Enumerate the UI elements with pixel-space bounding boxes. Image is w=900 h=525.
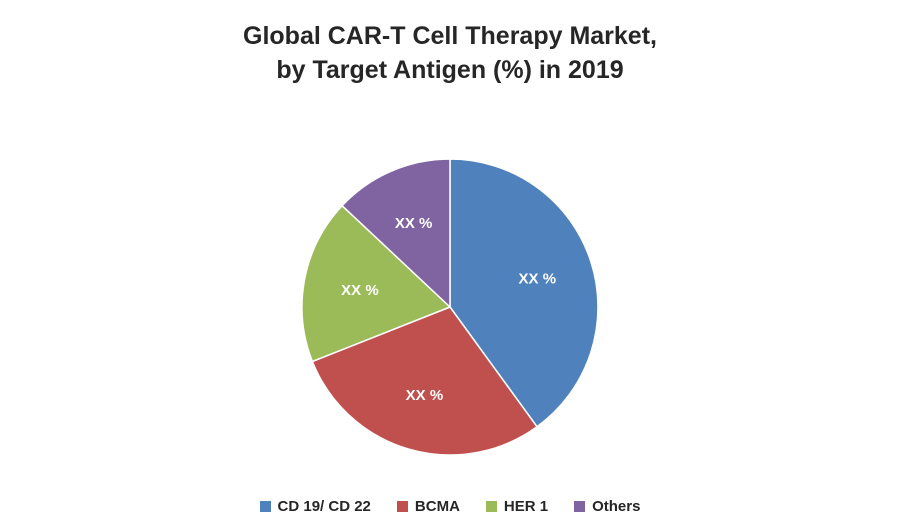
pie-slice-label: XX % <box>395 215 433 232</box>
chart-title: Global CAR-T Cell Therapy Market, by Tar… <box>0 20 900 88</box>
chart-title-line1: Global CAR-T Cell Therapy Market, <box>243 22 657 50</box>
pie-chart: XX % XX % XX % XX % <box>301 158 599 456</box>
chart-legend: CD 19/ CD 22 BCMA HER 1 Others <box>0 498 900 515</box>
pie-slice-cd-19-cd-22 <box>449 158 599 428</box>
pie-slice-label: XX % <box>341 282 379 299</box>
legend-label: BCMA <box>414 498 460 515</box>
legend-item-bcma: BCMA <box>396 498 460 515</box>
chart-page: Global CAR-T Cell Therapy Market, by Tar… <box>0 20 900 525</box>
chart-title-line2: by Target Antigen (%) in 2019 <box>276 55 624 84</box>
legend-swatch-icon <box>485 501 497 512</box>
legend-label: HER 1 <box>503 498 549 515</box>
legend-item-cd19-cd22: CD 19/ CD 22 <box>259 498 371 515</box>
legend-label: Others <box>592 498 641 515</box>
legend-swatch-icon <box>396 501 408 512</box>
legend-item-others: Others <box>574 498 640 515</box>
pie-slice-her-1 <box>301 204 452 363</box>
pie-slice-others <box>341 158 451 309</box>
pie-chart-area: XX % XX % XX % XX % <box>285 142 615 472</box>
legend-swatch-icon <box>574 501 586 512</box>
legend-swatch-icon <box>259 501 271 512</box>
pie-slice-label: XX % <box>406 387 444 404</box>
pie-slice-label: XX % <box>519 271 557 288</box>
legend-item-her1: HER 1 <box>485 498 549 515</box>
legend-label: CD 19/ CD 22 <box>277 498 371 515</box>
pie-slice-bcma <box>311 306 539 456</box>
